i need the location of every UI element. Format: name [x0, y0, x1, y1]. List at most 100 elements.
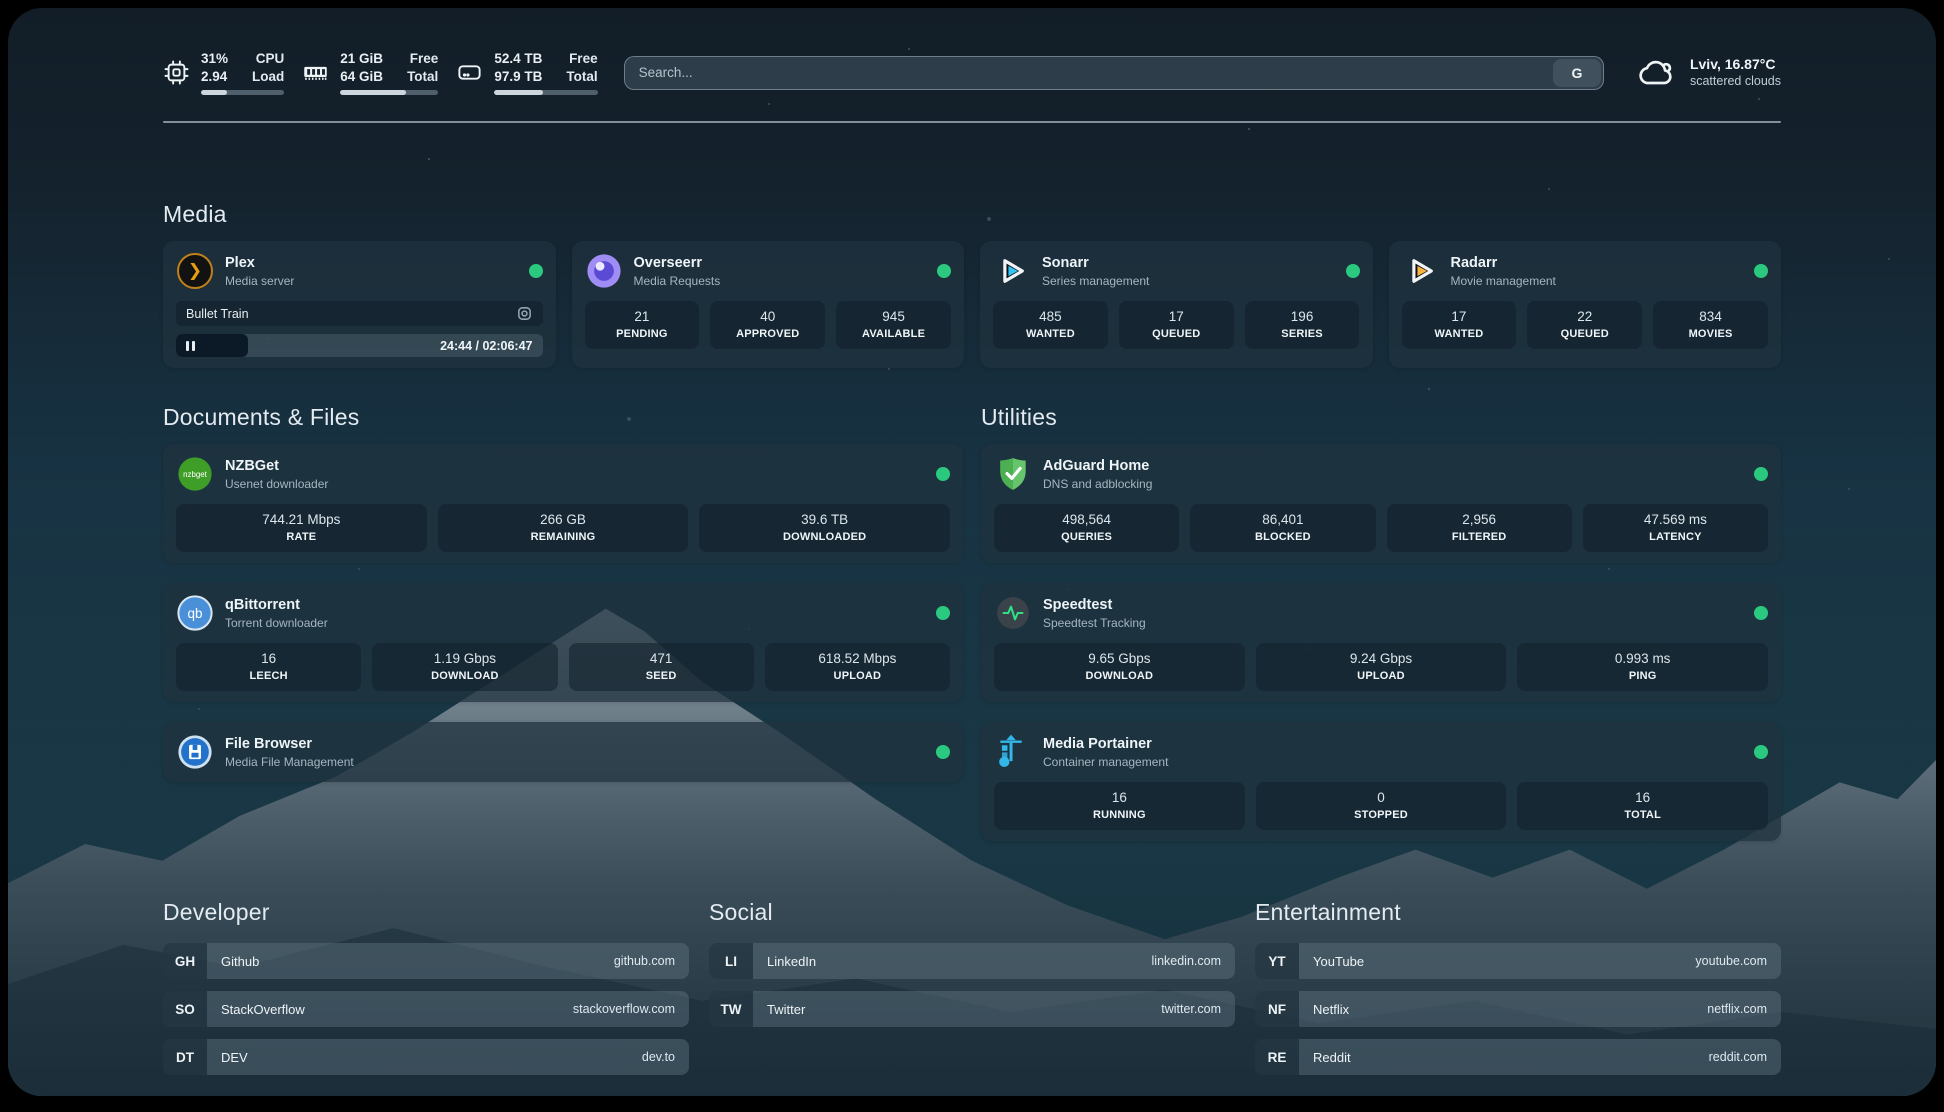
disk-total-value: 97.9 TB — [494, 69, 543, 84]
disk-widget: 52.4 TB Free 97.9 TB Total — [456, 50, 598, 95]
svg-text:qb: qb — [188, 606, 203, 621]
bookmark-twitter[interactable]: TW Twitter twitter.com — [709, 991, 1235, 1027]
media-grid: ❯ Plex Media server Bullet Train — [163, 241, 1781, 368]
search-bar: G — [623, 55, 1604, 90]
cpu-widget: 31% CPU 2.94 Load — [163, 50, 285, 95]
adguard-icon — [994, 455, 1032, 493]
stat-remaining: 266 GB REMAINING — [437, 504, 689, 552]
radarr-icon — [1402, 252, 1440, 290]
app-desc: DNS and adblocking — [1043, 476, 1153, 491]
playback-time: 24:44 / 02:06:47 — [440, 338, 533, 353]
section-title-media: Media — [163, 201, 227, 227]
now-playing-row: Bullet Train — [176, 301, 543, 326]
stat-total: 16 TOTAL — [1517, 782, 1769, 830]
memory-widget: 21 GiB Free 64 GiB Total — [302, 50, 439, 95]
cpu-usage-label: CPU — [255, 51, 285, 66]
speedtest-icon — [994, 594, 1032, 632]
weather-condition: scattered clouds — [1689, 74, 1781, 88]
filebrowser-icon — [176, 733, 214, 771]
overseerr-icon — [585, 252, 623, 290]
stat-running: 16 RUNNING — [994, 782, 1245, 830]
weather-widget: Lviv, 16.87°C scattered clouds — [1638, 53, 1781, 93]
stat-queued: 22 QUEUED — [1527, 301, 1643, 349]
stat-downloaded: 39.6 TB DOWNLOADED — [699, 504, 951, 552]
app-name: Overseerr — [633, 254, 703, 271]
card-filebrowser[interactable]: File Browser Media File Management — [163, 722, 963, 782]
section-title-entertainment: Entertainment — [1255, 899, 1401, 925]
snow-specks — [8, 8, 10, 10]
app-desc: Media File Management — [225, 754, 354, 769]
bookmark-abbr: YT — [1255, 943, 1299, 979]
app-name: Speedtest — [1043, 596, 1113, 613]
section-documents: Documents & Files nzbget NZBGet Usenet d… — [163, 402, 963, 782]
card-qbittorrent[interactable]: qb qBittorrent Torrent downloader 16 LEEC… — [163, 583, 963, 702]
bookmark-github[interactable]: GH Github github.com — [163, 943, 689, 979]
card-adguard[interactable]: AdGuard Home DNS and adblocking 498,564 Q… — [981, 444, 1781, 563]
status-dot — [1754, 745, 1768, 759]
cpu-icon — [163, 59, 190, 86]
bookmark-stackoverflow[interactable]: SO StackOverflow stackoverflow.com — [163, 991, 689, 1027]
stat-download: 9.65 Gbps DOWNLOAD — [994, 643, 1245, 691]
status-dot — [1754, 264, 1768, 278]
status-dot — [528, 264, 543, 278]
bookmark-youtube[interactable]: YT YouTube youtube.com — [1255, 943, 1781, 979]
bookmark-name: Reddit — [1313, 1049, 1351, 1065]
view-icon[interactable] — [516, 305, 533, 322]
status-dot — [936, 467, 950, 481]
app-name: Media Portainer — [1043, 735, 1152, 752]
bookmark-name: LinkedIn — [767, 953, 817, 969]
app-name: AdGuard Home — [1043, 457, 1150, 474]
app-desc: Torrent downloader — [225, 615, 328, 630]
card-radarr[interactable]: Radarr Movie management 17 WANTED 22 QUEUE… — [1388, 241, 1781, 368]
bookmark-group-social: Social LI LinkedIn linkedin.com TW Twitt… — [709, 897, 1235, 1027]
status-dot — [936, 606, 950, 620]
card-portainer[interactable]: Media Portainer Container management 16 R… — [981, 722, 1781, 841]
bookmark-url: netflix.com — [1707, 1002, 1767, 1016]
portainer-icon — [994, 733, 1032, 771]
app-desc: Container management — [1043, 754, 1169, 769]
section-title-social: Social — [709, 899, 773, 925]
bookmark-reddit[interactable]: RE Reddit reddit.com — [1255, 1039, 1781, 1075]
bookmark-netflix[interactable]: NF Netflix netflix.com — [1255, 991, 1781, 1027]
card-sonarr[interactable]: Sonarr Series management 485 WANTED 17 QUE… — [980, 241, 1373, 368]
header-divider — [163, 121, 1781, 123]
top-bar: 31% CPU 2.94 Load — [163, 50, 1781, 95]
status-dot — [1754, 606, 1768, 620]
stat-latency: 47.569 ms LATENCY — [1582, 504, 1768, 552]
stat-series: 196 SERIES — [1244, 301, 1360, 349]
card-overseerr[interactable]: Overseerr Media Requests 21 PENDING 40 APP… — [571, 241, 964, 368]
bookmark-dev[interactable]: DT DEV dev.to — [163, 1039, 689, 1075]
app-desc: Speedtest Tracking — [1043, 615, 1146, 630]
bookmark-name: StackOverflow — [221, 1001, 305, 1017]
search-input[interactable] — [623, 55, 1604, 90]
disk-progress-bar — [494, 90, 598, 95]
status-dot — [936, 745, 950, 759]
stat-filtered: 2,956 FILTERED — [1386, 504, 1572, 552]
section-title-utilities: Utilities — [981, 404, 1057, 430]
app-name: File Browser — [225, 735, 313, 752]
memory-free-label: Free — [409, 51, 439, 66]
stat-queued: 17 QUEUED — [1118, 301, 1234, 349]
bookmark-url: twitter.com — [1161, 1002, 1221, 1016]
nzbget-icon: nzbget — [176, 455, 214, 493]
search-provider-button[interactable]: G — [1552, 58, 1601, 87]
app-name: qBittorrent — [225, 596, 300, 613]
now-playing-title: Bullet Train — [186, 306, 249, 321]
cpu-load-value: 2.94 — [201, 69, 228, 84]
bookmark-abbr: LI — [709, 943, 753, 979]
disk-free-value: 52.4 TB — [494, 51, 543, 66]
playback-progress-bar: 24:44 / 02:06:47 — [176, 334, 543, 357]
card-plex[interactable]: ❯ Plex Media server Bullet Train — [163, 241, 556, 368]
bookmark-url: youtube.com — [1695, 954, 1767, 968]
bookmark-url: linkedin.com — [1151, 954, 1221, 968]
card-nzbget[interactable]: nzbget NZBGet Usenet downloader 744.21 M… — [163, 444, 963, 563]
bookmark-linkedin[interactable]: LI LinkedIn linkedin.com — [709, 943, 1235, 979]
bookmark-abbr: RE — [1255, 1039, 1299, 1075]
cpu-load-label: Load — [252, 69, 285, 84]
status-dot — [937, 264, 951, 278]
bookmark-group-entertainment: Entertainment YT YouTube youtube.com NF … — [1255, 897, 1781, 1075]
section-utilities: Utilities AdGuard Home DNS and adblockin… — [981, 402, 1781, 841]
card-speedtest[interactable]: Speedtest Speedtest Tracking 9.65 Gbps DO… — [981, 583, 1781, 702]
bookmark-url: github.com — [613, 954, 675, 968]
stat-rate: 744.21 Mbps RATE — [176, 504, 427, 552]
